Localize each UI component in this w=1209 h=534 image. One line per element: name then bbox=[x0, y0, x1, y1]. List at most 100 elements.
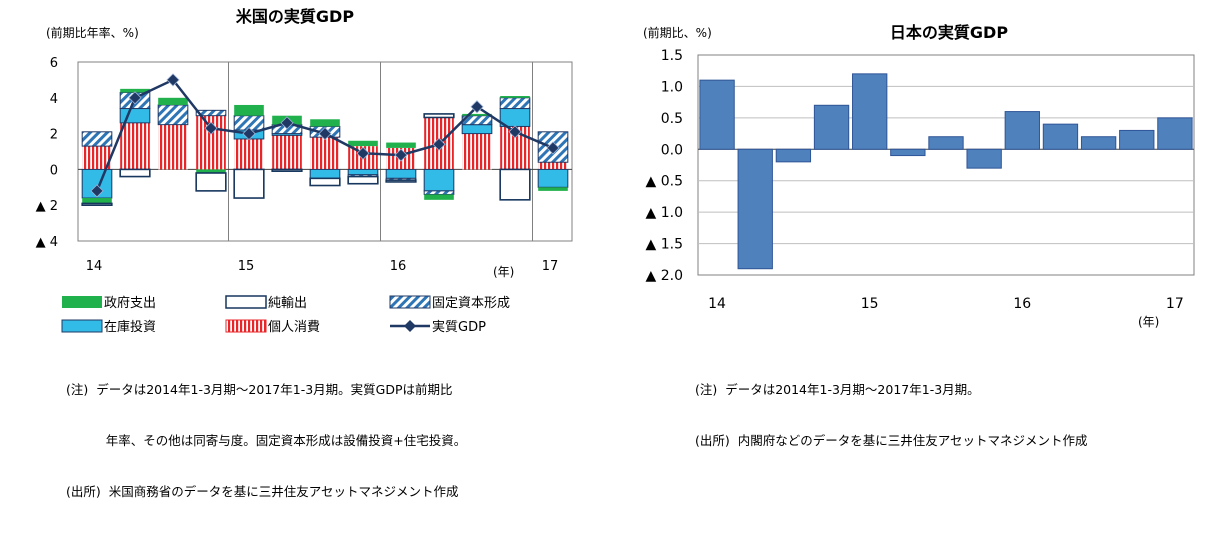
us-bar-consumption bbox=[462, 133, 492, 170]
us-bar-net-exports bbox=[309, 177, 341, 187]
legend-swatch-consumption bbox=[225, 319, 267, 333]
legend-swatch-fixed-capital bbox=[389, 295, 431, 309]
jp-x-tick-label: 17 bbox=[1166, 296, 1184, 312]
us-bar-government bbox=[462, 113, 492, 116]
jp-y-tick-label: 1.0 bbox=[661, 79, 683, 95]
us-gdp-chart: 米国の実質GDP (前期比年率、%) (年) 6 4 2 0 ▲ 2 ▲ 4 14 15 16 1… bbox=[36, 7, 573, 335]
jp-gdp-bar bbox=[813, 104, 850, 150]
jp-y-tick-label: ▲ 0.5 bbox=[646, 174, 683, 190]
us-bar-government bbox=[348, 140, 378, 147]
us-bar-consumption bbox=[538, 162, 568, 170]
jp-source-line: (出所) 内閣府などのデータを基に三井住友アセットマネジメント作成 bbox=[695, 433, 1088, 448]
legend-label-net-exports: 純輸出 bbox=[268, 296, 307, 311]
jp-y-tick-label: ▲ 2.0 bbox=[646, 268, 683, 284]
us-bar-consumption bbox=[158, 124, 188, 170]
us-y-tick-label: 6 bbox=[50, 56, 58, 71]
legend-label-government: 政府支出 bbox=[104, 296, 156, 311]
us-bar-net-exports bbox=[499, 168, 531, 201]
us-bar-net-exports bbox=[81, 202, 113, 207]
jp-gdp-bar bbox=[1157, 117, 1193, 150]
us-gdp-point bbox=[432, 137, 446, 151]
us-legend: 政府支出 純輸出 固定資本形成 在庫投資 個人消費 実質GDP bbox=[61, 295, 510, 335]
us-note: (注) データは2014年1-3月期～2017年1-3月期。実質GDPは前期比 … bbox=[66, 347, 466, 534]
us-gdp-point bbox=[546, 141, 560, 155]
us-bar-net-exports bbox=[271, 168, 303, 172]
us-gdp-point bbox=[166, 73, 180, 87]
us-bar-consumption bbox=[120, 122, 150, 170]
jp-year-label: (年) bbox=[1138, 315, 1159, 329]
us-bar-inventory bbox=[309, 168, 341, 179]
jp-note: (注) データは2014年1-3月期～2017年1-3月期。 (出所) 内閣府な… bbox=[695, 347, 1087, 483]
us-bar-fixed-capital bbox=[499, 97, 531, 110]
legend-label-real-gdp: 実質GDP bbox=[432, 319, 486, 335]
us-bar-government bbox=[386, 142, 416, 148]
us-bar-government bbox=[310, 119, 340, 127]
jp-plot-area bbox=[697, 54, 1195, 276]
legend-swatch-inventory bbox=[61, 319, 103, 333]
us-bar-fixed-capital bbox=[157, 104, 189, 126]
jp-gdp-bar bbox=[1080, 136, 1117, 150]
us-bar-net-exports bbox=[423, 113, 455, 119]
jp-gdp-chart: 日本の実質GDP (前期比、%) (年) 1.5 1.0 0.5 0.0 ▲ 0.5 ▲ … bbox=[643, 23, 1195, 329]
us-bar-net-exports bbox=[347, 175, 379, 185]
us-bar-government bbox=[538, 187, 568, 191]
jp-gdp-bar bbox=[775, 148, 812, 163]
jp-gdp-bar bbox=[1042, 123, 1079, 150]
us-bar-government bbox=[500, 96, 530, 98]
jp-y-tick-label: ▲ 1.0 bbox=[646, 205, 683, 221]
us-bar-consumption bbox=[272, 135, 302, 170]
us-x-tick-label: 16 bbox=[390, 259, 407, 274]
us-gdp-point bbox=[508, 125, 522, 139]
us-gdp-point bbox=[90, 184, 104, 198]
us-note-line: (注) データは2014年1-3月期～2017年1-3月期。実質GDPは前期比 bbox=[66, 382, 453, 397]
us-bar-net-exports bbox=[385, 179, 417, 183]
us-y-tick-label: 0 bbox=[50, 163, 58, 178]
legend-marker-real-gdp bbox=[404, 320, 416, 332]
us-gdp-point bbox=[204, 121, 218, 135]
jp-note-line: (注) データは2014年1-3月期～2017年1-3月期。 bbox=[695, 382, 980, 397]
us-y-tick-label: ▲ 4 bbox=[36, 235, 58, 250]
us-bar-government bbox=[424, 194, 454, 200]
us-bar-fixed-capital bbox=[423, 190, 455, 195]
us-gdp-point bbox=[470, 100, 484, 114]
jp-x-tick-label: 16 bbox=[1013, 296, 1031, 312]
us-bar-government bbox=[234, 104, 264, 116]
jp-gdp-bar bbox=[852, 73, 888, 150]
page: 米国の実質GDP (前期比年率、%) (年) 6 4 2 0 ▲ 2 ▲ 4 14 15 16 1… bbox=[36, 7, 1195, 499]
us-bar-consumption bbox=[234, 138, 264, 170]
us-bar-government bbox=[82, 198, 112, 204]
us-note-line: 年率、その他は同寄与度。固定資本形成は設備投資+住宅投資。 bbox=[66, 433, 467, 448]
jp-y-tick-label: 0.0 bbox=[661, 142, 683, 158]
jp-gdp-bar bbox=[737, 148, 773, 270]
jp-gdp-bar bbox=[966, 148, 1002, 169]
us-bar-net-exports bbox=[195, 172, 227, 192]
us-bar-inventory bbox=[461, 124, 493, 135]
us-bar-consumption bbox=[82, 146, 112, 170]
us-chart-title: 米国の実質GDP bbox=[236, 7, 354, 26]
us-bar-net-exports bbox=[119, 168, 151, 178]
us-gdp-point bbox=[242, 127, 256, 141]
us-bar-inventory bbox=[347, 168, 379, 176]
jp-y-tick-label: 1.5 bbox=[661, 48, 683, 64]
us-x-tick-label: 17 bbox=[542, 259, 559, 274]
legend-swatch-net-exports bbox=[225, 295, 267, 309]
us-bar-fixed-capital bbox=[81, 131, 113, 147]
us-bar-consumption bbox=[310, 137, 340, 170]
jp-gdp-bar bbox=[699, 79, 735, 150]
jp-x-tick-label: 14 bbox=[708, 296, 726, 312]
us-x-tick-label: 14 bbox=[86, 259, 103, 274]
us-gdp-point bbox=[128, 91, 142, 105]
us-x-tick-label: 15 bbox=[238, 259, 255, 274]
us-bar-fixed-capital bbox=[195, 109, 227, 117]
us-gdp-point bbox=[394, 148, 408, 162]
jp-gdp-bar bbox=[1004, 111, 1040, 150]
us-bar-net-exports bbox=[233, 168, 265, 199]
us-gdp-point bbox=[318, 127, 332, 141]
us-gdp-point bbox=[356, 146, 370, 160]
us-bar-government bbox=[120, 88, 150, 93]
legend-swatch-government bbox=[62, 296, 102, 308]
jp-gdp-bar bbox=[1119, 129, 1155, 150]
jp-chart-title: 日本の実質GDP bbox=[890, 23, 1008, 42]
us-gdp-point bbox=[280, 116, 294, 130]
us-y-tick-label: 4 bbox=[50, 92, 58, 107]
